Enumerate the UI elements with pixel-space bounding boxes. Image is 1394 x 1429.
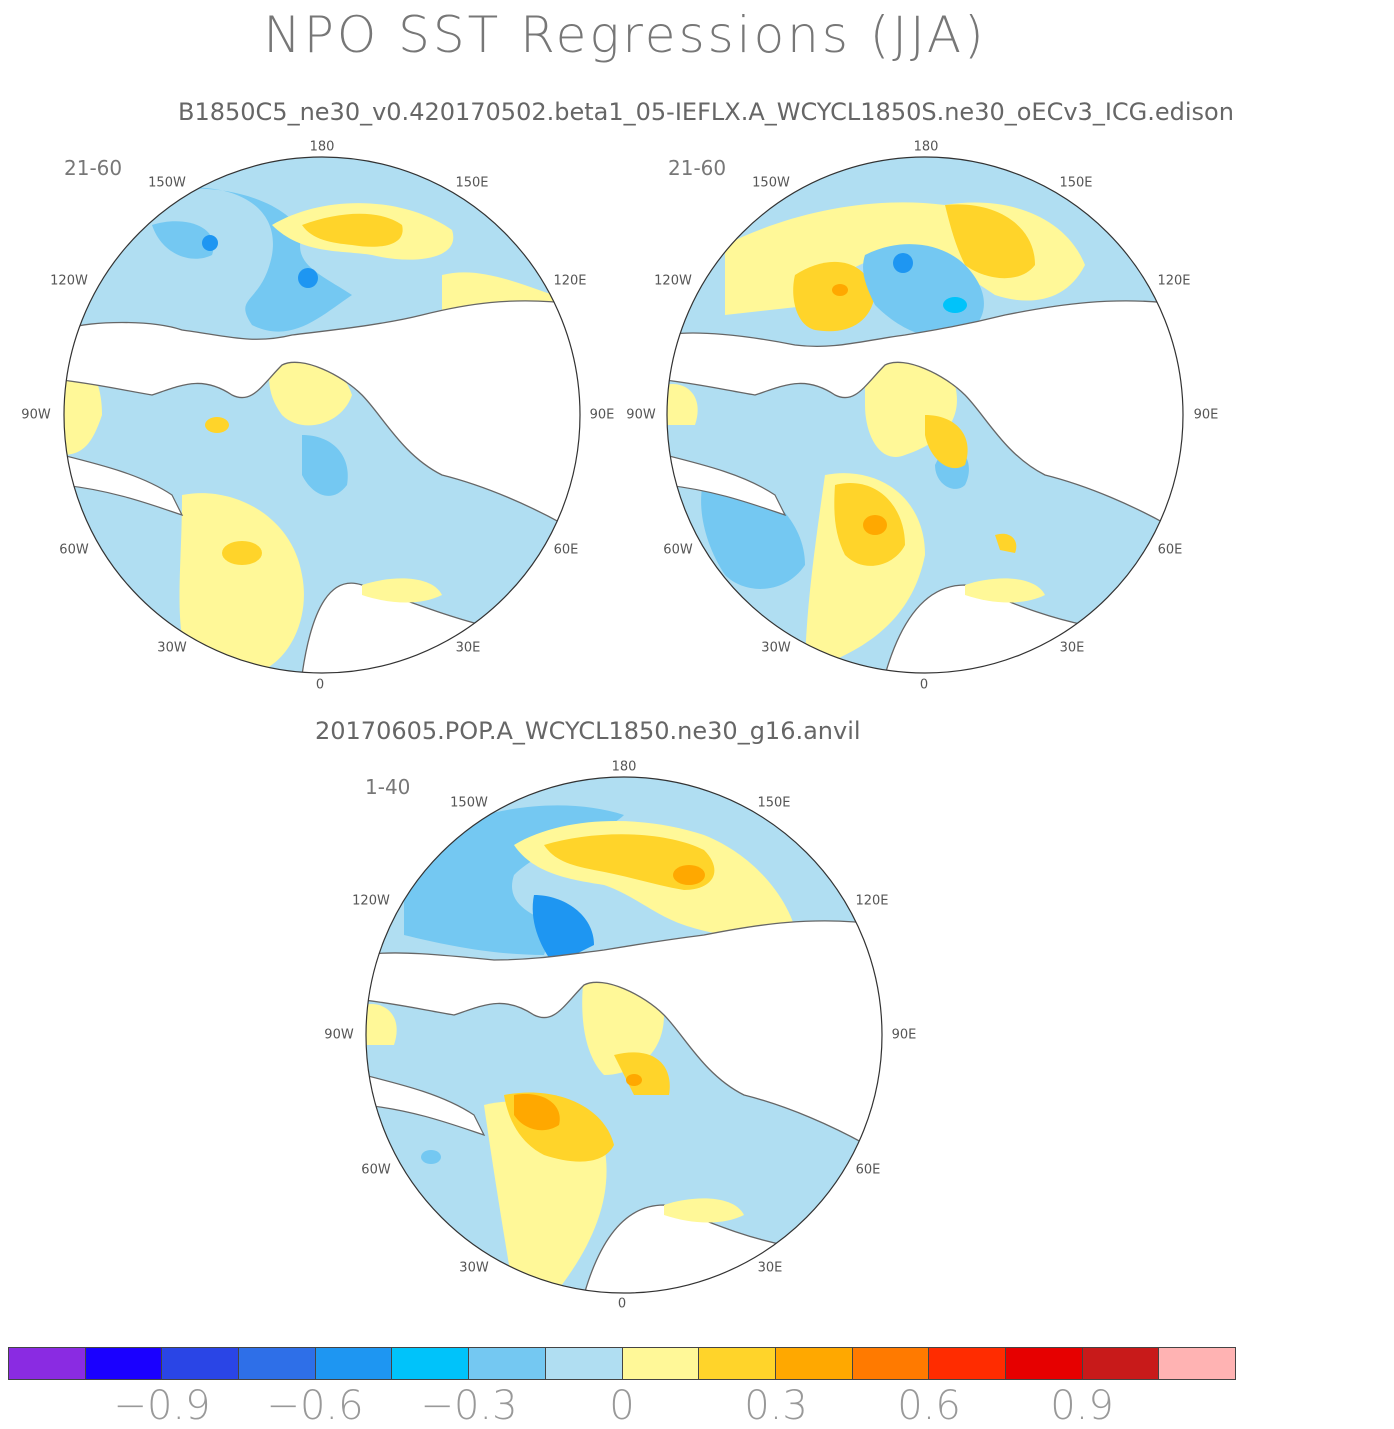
lon-label-150w: 150W bbox=[450, 795, 488, 811]
panel-bottom-map bbox=[365, 776, 883, 1294]
lon-label-60w: 60W bbox=[59, 542, 89, 558]
lon-label-0: 0 bbox=[315, 677, 325, 693]
subtitle-bottom: 20170605.POP.A_WCYCL1850.ne30_g16.anvil bbox=[315, 717, 861, 745]
lon-label-30e: 30E bbox=[455, 640, 481, 656]
colorbar-swatch bbox=[775, 1348, 853, 1379]
lon-label-60w: 60W bbox=[361, 1162, 391, 1178]
panel-bottom-years: 1-40 bbox=[365, 775, 411, 799]
lon-label-0: 0 bbox=[617, 1296, 627, 1312]
lon-label-150e: 150E bbox=[455, 175, 489, 191]
lon-label-150w: 150W bbox=[148, 175, 186, 191]
colorbar-swatch bbox=[469, 1348, 546, 1379]
lon-label-30w: 30W bbox=[761, 640, 791, 656]
lon-label-90e: 90E bbox=[589, 407, 615, 423]
lon-label-120e: 120E bbox=[553, 273, 587, 289]
colorbar bbox=[8, 1347, 1236, 1380]
panel-top-right-years: 21-60 bbox=[668, 156, 727, 180]
colorbar-swatch bbox=[239, 1348, 316, 1379]
colorbar-swatch bbox=[929, 1348, 1006, 1379]
colorbar-swatch bbox=[1082, 1348, 1160, 1379]
lon-label-150w: 150W bbox=[752, 175, 790, 191]
lon-label-90e: 90E bbox=[891, 1027, 917, 1043]
colorbar-label: −0.9 bbox=[113, 1383, 211, 1429]
lon-label-60e: 60E bbox=[855, 1162, 881, 1178]
lon-label-150e: 150E bbox=[757, 795, 791, 811]
lon-label-120w: 120W bbox=[50, 273, 88, 289]
lon-label-30e: 30E bbox=[1059, 640, 1085, 656]
lon-label-60e: 60E bbox=[553, 542, 579, 558]
colorbar-swatch bbox=[392, 1348, 470, 1379]
colorbar-label: 0.3 bbox=[744, 1383, 808, 1429]
colorbar-label: −0.6 bbox=[266, 1383, 364, 1429]
colorbar-swatch bbox=[622, 1348, 700, 1379]
lon-label-120w: 120W bbox=[352, 893, 390, 909]
colorbar-label: −0.3 bbox=[420, 1383, 518, 1429]
lon-label-90w: 90W bbox=[324, 1027, 354, 1043]
lon-label-90w: 90W bbox=[21, 407, 51, 423]
colorbar-swatch bbox=[315, 1348, 393, 1379]
colorbar-swatch bbox=[162, 1348, 240, 1379]
colorbar-swatch bbox=[9, 1348, 86, 1379]
colorbar-swatch bbox=[699, 1348, 776, 1379]
lon-label-30w: 30W bbox=[157, 640, 187, 656]
lon-label-120e: 120E bbox=[1157, 273, 1191, 289]
colorbar-label: 0.6 bbox=[897, 1383, 961, 1429]
colorbar-swatch bbox=[1005, 1348, 1083, 1379]
lon-label-90e: 90E bbox=[1193, 407, 1219, 423]
lon-label-90w: 90W bbox=[626, 407, 656, 423]
colorbar-label: 0.9 bbox=[1050, 1383, 1114, 1429]
panel-top-right-map bbox=[666, 156, 1184, 674]
lon-label-30w: 30W bbox=[459, 1260, 489, 1276]
lon-label-0: 0 bbox=[919, 677, 929, 693]
lon-label-150e: 150E bbox=[1059, 175, 1093, 191]
colorbar-label: 0 bbox=[609, 1383, 635, 1429]
subtitle-top: B1850C5_ne30_v0.420170502.beta1_05-IEFLX… bbox=[178, 98, 1234, 126]
lon-label-120w: 120W bbox=[654, 273, 692, 289]
lon-label-30e: 30E bbox=[757, 1260, 783, 1276]
lon-label-180: 180 bbox=[913, 139, 939, 155]
panel-top-left-years: 21-60 bbox=[64, 156, 123, 180]
lon-label-120e: 120E bbox=[855, 893, 889, 909]
colorbar-swatch bbox=[1159, 1348, 1235, 1379]
colorbar-swatch bbox=[852, 1348, 930, 1379]
main-title: NPO SST Regressions (JJA) bbox=[263, 6, 987, 64]
panel-top-left-map bbox=[63, 156, 581, 674]
lon-label-60w: 60W bbox=[663, 542, 693, 558]
lon-label-60e: 60E bbox=[1157, 542, 1183, 558]
lon-label-180: 180 bbox=[309, 139, 335, 155]
lon-label-180: 180 bbox=[611, 759, 637, 775]
colorbar-swatch bbox=[545, 1348, 623, 1379]
colorbar-swatch bbox=[85, 1348, 163, 1379]
